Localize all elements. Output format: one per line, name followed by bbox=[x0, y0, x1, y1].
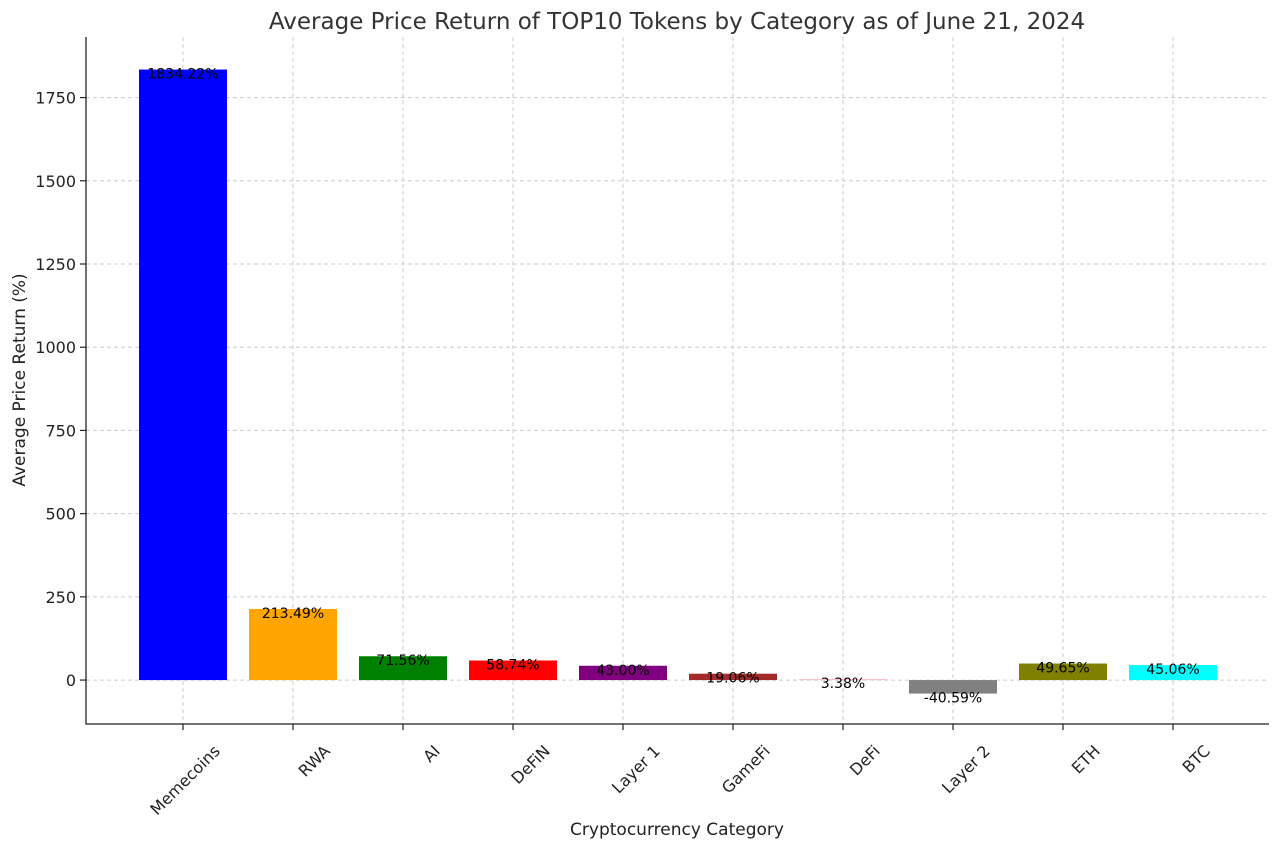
x-axis-label: Cryptocurrency Category bbox=[570, 820, 784, 840]
y-tick-label: 0 bbox=[66, 671, 76, 690]
bar bbox=[579, 665, 667, 681]
bar bbox=[799, 678, 887, 681]
axis-spines bbox=[85, 37, 1269, 725]
bar bbox=[249, 609, 337, 681]
data-label: 58.74% bbox=[486, 658, 539, 674]
x-tick-label: GameFi bbox=[718, 741, 774, 797]
data-label: 1834.22% bbox=[147, 67, 218, 83]
y-tick-label: 1250 bbox=[35, 255, 76, 274]
y-tick-label: 250 bbox=[45, 588, 76, 607]
y-tick-label: 1500 bbox=[35, 172, 76, 191]
data-label: 71.56% bbox=[376, 653, 429, 669]
y-axis-label: Average Price Return (%) bbox=[10, 273, 30, 486]
bar bbox=[469, 660, 557, 681]
x-tick-label: DeFiN bbox=[507, 741, 553, 787]
y-axis-ticks: 0 250 500 750 1000 1250 1500 1750 bbox=[35, 89, 86, 690]
data-label: 45.06% bbox=[1146, 662, 1199, 678]
x-tick-label: Layer 1 bbox=[608, 741, 664, 797]
x-tick-label: DeFi bbox=[846, 741, 884, 779]
bar bbox=[1129, 665, 1217, 681]
data-label: -40.59% bbox=[924, 691, 982, 707]
x-tick-label: Layer 2 bbox=[938, 741, 994, 797]
y-tick-label: 1000 bbox=[35, 338, 76, 357]
data-label: 43.00% bbox=[596, 663, 649, 679]
y-tick-label: 750 bbox=[45, 421, 76, 440]
y-tick-label: 1750 bbox=[35, 89, 76, 108]
data-label: 213.49% bbox=[262, 606, 324, 622]
x-tick-label: Memecoins bbox=[146, 741, 223, 818]
x-tick-label: AI bbox=[419, 741, 444, 766]
x-axis-ticks: Memecoins RWA AI DeFiN Layer 1 GameFi DeFi Laye… bbox=[146, 724, 1214, 819]
data-label: 3.38% bbox=[821, 676, 865, 692]
bar bbox=[909, 680, 997, 694]
x-tick-label: ETH bbox=[1068, 741, 1104, 777]
bar bbox=[689, 673, 777, 681]
x-tick-label: RWA bbox=[295, 741, 334, 780]
bar bbox=[1019, 663, 1107, 681]
bar bbox=[359, 656, 447, 681]
bar bbox=[139, 69, 227, 681]
data-label: 19.06% bbox=[706, 671, 759, 687]
chart-title: Average Price Return of TOP10 Tokens by … bbox=[269, 9, 1085, 35]
data-label: 49.65% bbox=[1036, 661, 1089, 677]
x-tick-label: BTC bbox=[1178, 741, 1213, 776]
bars bbox=[139, 69, 1217, 694]
data-labels: 1834.22% 213.49% 71.56% 58.74% 43.00% 19.06% 3… bbox=[147, 67, 1199, 707]
y-tick-label: 500 bbox=[45, 505, 76, 524]
